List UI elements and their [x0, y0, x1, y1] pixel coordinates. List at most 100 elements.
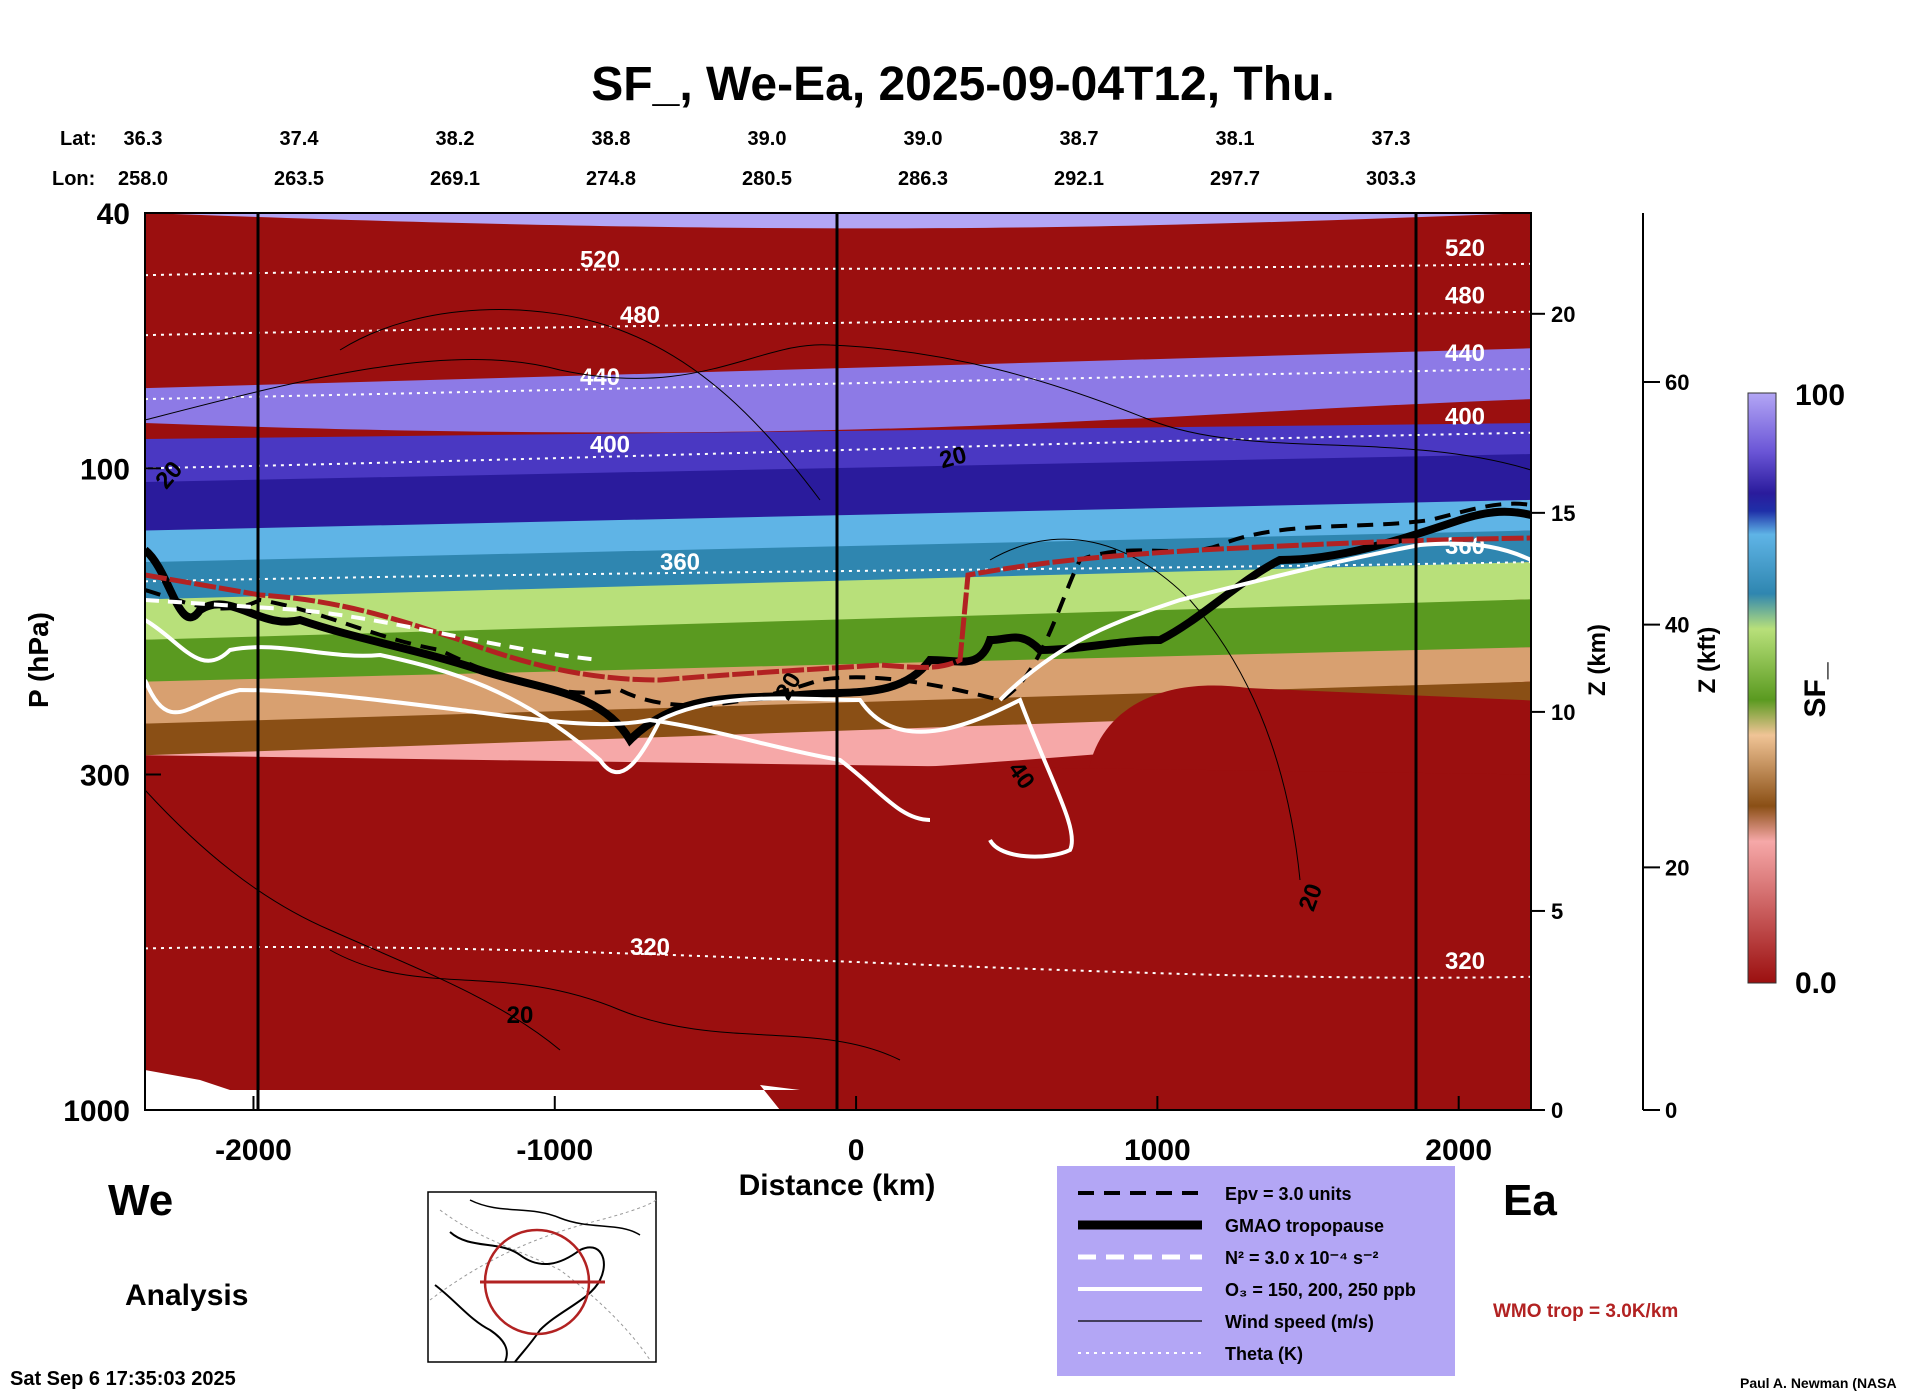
x-tick-label: -2000	[215, 1134, 292, 1167]
ground-mask	[145, 1070, 800, 1110]
lon-value: 292.1	[1054, 168, 1104, 190]
x-axis-label: Distance (km)	[739, 1169, 936, 1202]
theta-label: 320	[630, 934, 670, 961]
lat-value: 36.3	[124, 128, 163, 150]
east-label: Ea	[1503, 1176, 1557, 1225]
wind-contour-lower-west	[145, 789, 561, 1051]
theta-label-east: 320	[1445, 948, 1485, 975]
lat-value: 38.2	[436, 128, 475, 150]
z-kft-tick-label: 0	[1665, 1098, 1677, 1123]
legend: Epv = 3.0 units GMAO tropopause N² = 3.0 x…	[1078, 1184, 1416, 1364]
wind-contour-east	[989, 538, 1301, 881]
z-kft-axis-label: Z (kft)	[1694, 627, 1721, 694]
theta-label: 360	[660, 549, 700, 576]
legend-entry: GMAO tropopause	[1225, 1216, 1384, 1236]
wmo-tropopause-line	[145, 535, 1531, 683]
z-kft-tick-label: 60	[1665, 370, 1689, 395]
theta-contour	[145, 431, 1531, 470]
lat-value: 39.0	[904, 128, 943, 150]
chart-title: SF_, We-Ea, 2025-09-04T12, Thu.	[591, 58, 1334, 111]
z-tick-label: 15	[1551, 501, 1575, 526]
theta-label: 400	[590, 431, 630, 458]
colorbar-min-label: 0.0	[1795, 967, 1837, 1000]
analysis-label: Analysis	[125, 1279, 248, 1312]
z-kft-tick-label: 20	[1665, 855, 1689, 880]
lat-value: 37.4	[280, 128, 320, 150]
z-tick-label: 5	[1551, 899, 1563, 924]
x-axis-ticks: -2000 -1000 0 1000 2000	[215, 1096, 1492, 1167]
theta-contour	[145, 367, 1531, 401]
theta-label: 480	[620, 302, 660, 329]
legend-box	[1057, 1166, 1455, 1376]
timestamp: Sat Sep 6 17:35:03 2025	[10, 1368, 236, 1390]
theta-contour	[145, 310, 1531, 337]
lon-value: 303.3	[1366, 168, 1416, 190]
west-label: We	[108, 1176, 173, 1225]
z-tick-label: 10	[1551, 700, 1575, 725]
lat-values: 36.3 37.4 38.2 38.8 39.0 39.0 38.7 38.1 37.3	[124, 128, 1411, 150]
n2-line	[145, 598, 601, 662]
plot-frame	[144, 212, 1532, 1111]
y-tick-label: 40	[97, 198, 130, 231]
z-tick-label: 20	[1551, 302, 1575, 327]
lon-value: 269.1	[430, 168, 480, 190]
x-tick-label: -1000	[516, 1134, 593, 1167]
lon-value: 286.3	[898, 168, 948, 190]
wind-contour-surface	[329, 949, 901, 1061]
lat-value: 38.8	[592, 128, 631, 150]
lon-value: 297.7	[1210, 168, 1260, 190]
z-kft-tick-label: 40	[1665, 613, 1689, 638]
lon-label: Lon:	[52, 168, 95, 190]
legend-entry: Epv = 3.0 units	[1225, 1184, 1352, 1204]
x-tick-label: 2000	[1425, 1134, 1492, 1167]
lat-value: 39.0	[748, 128, 787, 150]
x-tick-label: 0	[848, 1134, 865, 1167]
wind-label: 20	[507, 1002, 534, 1029]
colorbar-label: SF_	[1799, 662, 1832, 717]
y-axis-label: P (hPa)	[23, 612, 54, 708]
colorbar-max-label: 100	[1795, 379, 1845, 412]
legend-entry: Wind speed (m/s)	[1225, 1312, 1374, 1332]
lat-value: 37.3	[1372, 128, 1411, 150]
gmao-tropopause-line	[145, 507, 1531, 747]
inset-map	[427, 1191, 657, 1363]
theta-label: 520	[580, 246, 620, 273]
lon-value: 280.5	[742, 168, 792, 190]
wind-contour-20-upper	[145, 344, 1531, 471]
y-tick-label: 300	[80, 759, 130, 792]
lon-values: 258.0 263.5 269.1 274.8 280.5 286.3 292.1 297.7…	[118, 168, 1416, 190]
ozone-contour-200	[145, 679, 931, 822]
theta-label-east: 400	[1445, 404, 1485, 431]
theta-contour	[145, 262, 1531, 277]
theta-contour	[145, 946, 1531, 979]
lon-value: 274.8	[586, 168, 636, 190]
lon-value: 263.5	[274, 168, 324, 190]
ozone-contour-250	[998, 541, 1531, 702]
x-tick-label: 1000	[1124, 1134, 1191, 1167]
z-km-axis-ticks: 0 5 10 15 20	[1531, 302, 1575, 1123]
y-axis-ticks: 40 100 300 1000	[63, 198, 161, 1128]
lat-label: Lat:	[60, 128, 97, 150]
legend-entry: Theta (K)	[1225, 1344, 1303, 1364]
colorbar	[1747, 392, 1777, 984]
lon-value: 258.0	[118, 168, 168, 190]
theta-label-east: 440	[1445, 340, 1485, 367]
lat-value: 38.7	[1060, 128, 1099, 150]
lat-value: 38.1	[1216, 128, 1255, 150]
theta-label-east: 520	[1445, 235, 1485, 262]
legend-entry: O₃ = 150, 200, 250 ppb	[1225, 1280, 1416, 1300]
theta-contour	[145, 561, 1531, 583]
z-km-axis-label: Z (km)	[1584, 624, 1611, 696]
wmo-label: WMO trop = 3.0K/km	[1493, 1301, 1678, 1322]
theta-label-east: 480	[1445, 283, 1485, 310]
z-kft-axis-ticks: 0 20 40 60	[1643, 370, 1689, 1123]
z-tick-label: 0	[1551, 1098, 1563, 1123]
wind-contour-jet	[339, 309, 821, 501]
credit: Paul A. Newman (NASA	[1740, 1375, 1897, 1391]
y-tick-label: 100	[80, 453, 130, 486]
legend-entry: N² = 3.0 x 10⁻⁴ s⁻²	[1225, 1248, 1378, 1268]
y-tick-label: 1000	[63, 1095, 130, 1128]
